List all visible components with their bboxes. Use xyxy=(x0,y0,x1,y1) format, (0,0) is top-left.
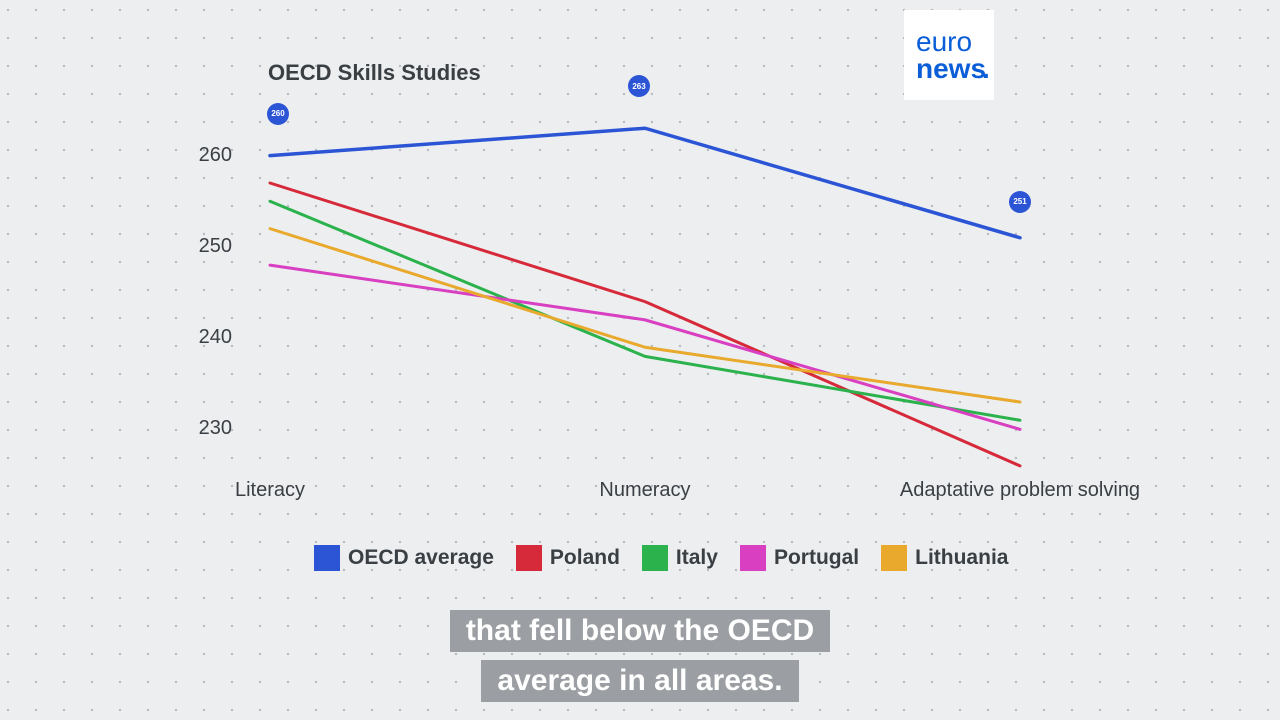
legend-swatch xyxy=(740,545,766,571)
legend-swatch xyxy=(642,545,668,571)
subtitle-line: that fell below the OECD xyxy=(450,610,830,652)
subtitle: that fell below the OECD average in all a… xyxy=(0,610,1280,702)
value-badge: 251 xyxy=(1009,191,1031,213)
legend-label: OECD average xyxy=(348,546,494,570)
legend: OECD average Poland Italy Portugal Lithuania xyxy=(314,545,1008,571)
legend-item: Lithuania xyxy=(881,545,1008,571)
legend-label: Italy xyxy=(676,546,718,570)
legend-item: Poland xyxy=(516,545,620,571)
subtitle-line: average in all areas. xyxy=(481,660,798,702)
legend-label: Lithuania xyxy=(915,546,1008,570)
legend-label: Poland xyxy=(550,546,620,570)
legend-item: Italy xyxy=(642,545,718,571)
legend-item: OECD average xyxy=(314,545,494,571)
legend-item: Portugal xyxy=(740,545,859,571)
stage: euro news . OECD Skills Studies 23024025… xyxy=(0,0,1280,720)
legend-swatch xyxy=(516,545,542,571)
legend-swatch xyxy=(881,545,907,571)
legend-swatch xyxy=(314,545,340,571)
value-badge: 260 xyxy=(267,103,289,125)
legend-label: Portugal xyxy=(774,546,859,570)
